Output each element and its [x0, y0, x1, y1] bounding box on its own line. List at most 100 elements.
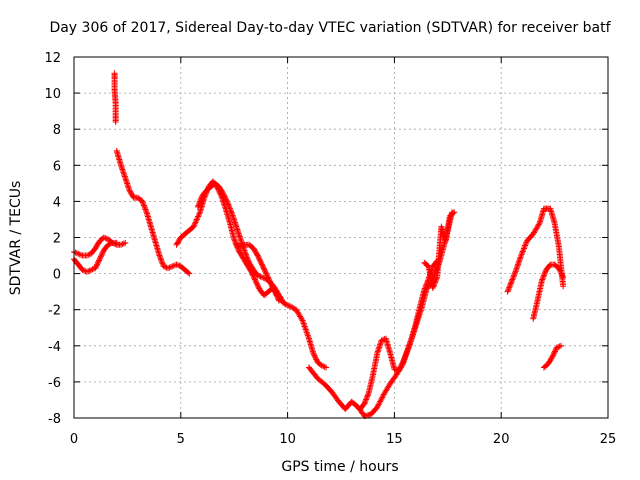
data-point [557, 267, 564, 274]
data-point [506, 284, 513, 291]
data-point [245, 258, 252, 265]
data-point [541, 269, 548, 276]
data-point [375, 402, 382, 409]
data-point [257, 258, 264, 265]
data-point [245, 257, 252, 264]
data-point [557, 269, 564, 276]
data-point [550, 351, 557, 358]
data-point [185, 269, 192, 276]
data-point [377, 397, 384, 404]
y-tick-label: 8 [53, 123, 61, 138]
data-point [374, 404, 381, 411]
data-point [393, 371, 400, 378]
data-point [423, 281, 430, 288]
y-tick-label: -8 [48, 412, 61, 427]
data-point [363, 395, 370, 402]
data-point [233, 241, 240, 248]
data-point [225, 201, 232, 208]
data-point [88, 266, 95, 273]
data-point [505, 287, 512, 294]
data-point [362, 399, 369, 406]
data-point [141, 203, 148, 210]
data-point [94, 261, 101, 268]
data-point [197, 198, 204, 205]
data-point [298, 316, 305, 323]
y-tick-label: 6 [53, 159, 61, 174]
data-point [242, 251, 249, 258]
data-point [220, 191, 227, 198]
data-point [227, 206, 234, 213]
y-tick-labels: -8 -6 -4 -2 0 2 4 6 8 10 12 [44, 51, 61, 427]
data-point [255, 255, 262, 262]
data-point [258, 274, 265, 281]
data-point [273, 292, 280, 299]
data-point [522, 242, 529, 249]
data-point [195, 212, 202, 219]
series-arc-1 [71, 234, 129, 259]
data-point [222, 196, 229, 203]
data-point [508, 279, 515, 286]
x-axis-title: GPS time / hours [281, 459, 398, 475]
data-point [289, 304, 296, 311]
y-tick-label: -6 [48, 376, 61, 391]
data-point [234, 242, 241, 249]
data-point [431, 280, 438, 287]
data-point [556, 266, 563, 273]
y-tick-label: -2 [48, 304, 61, 319]
y-tick-label: 0 [53, 268, 61, 283]
data-point [540, 272, 547, 279]
data-point [142, 206, 149, 213]
data-point [553, 344, 560, 351]
data-point [158, 256, 165, 263]
data-point [430, 282, 437, 289]
data-point [260, 265, 267, 272]
data-point [113, 239, 120, 246]
data-point [73, 250, 80, 257]
data-point [505, 285, 512, 292]
data-point [517, 254, 524, 261]
data-point [105, 241, 112, 248]
data-point [112, 118, 119, 125]
data-point [313, 356, 320, 363]
data-point [558, 271, 565, 278]
data-point [541, 271, 548, 278]
data-point [106, 241, 113, 248]
data-point [274, 293, 281, 300]
data-point [507, 280, 514, 287]
data-point [157, 255, 164, 262]
data-point [523, 239, 530, 246]
data-point [227, 208, 234, 215]
data-point [559, 272, 566, 279]
data-point [186, 270, 193, 277]
data-point [552, 347, 559, 354]
data-point [196, 210, 203, 217]
data-point [320, 363, 327, 370]
data-point [508, 277, 515, 284]
data-point [83, 252, 90, 259]
data-point [169, 263, 176, 270]
data-point [422, 284, 429, 291]
data-point [196, 199, 203, 206]
data-point [119, 241, 126, 248]
series-arc-10 [504, 205, 567, 295]
data-point [231, 237, 238, 244]
x-tick-labels: 0 5 10 15 20 25 [70, 432, 616, 447]
data-point [274, 295, 281, 302]
grid [74, 57, 608, 418]
data-point [265, 274, 272, 281]
data-point [272, 289, 279, 296]
data-point [285, 302, 292, 309]
data-point [312, 355, 319, 362]
data-point [259, 262, 266, 269]
data-point [506, 283, 513, 290]
data-point [194, 203, 201, 210]
data-point [174, 262, 181, 269]
data-point [560, 274, 567, 281]
y-tick-label: 2 [53, 232, 61, 247]
data-point [95, 258, 102, 265]
data-point [195, 213, 202, 220]
data-point [257, 273, 264, 280]
data-point [507, 281, 514, 288]
x-tick-label: 15 [386, 432, 403, 447]
data-point [243, 253, 250, 260]
